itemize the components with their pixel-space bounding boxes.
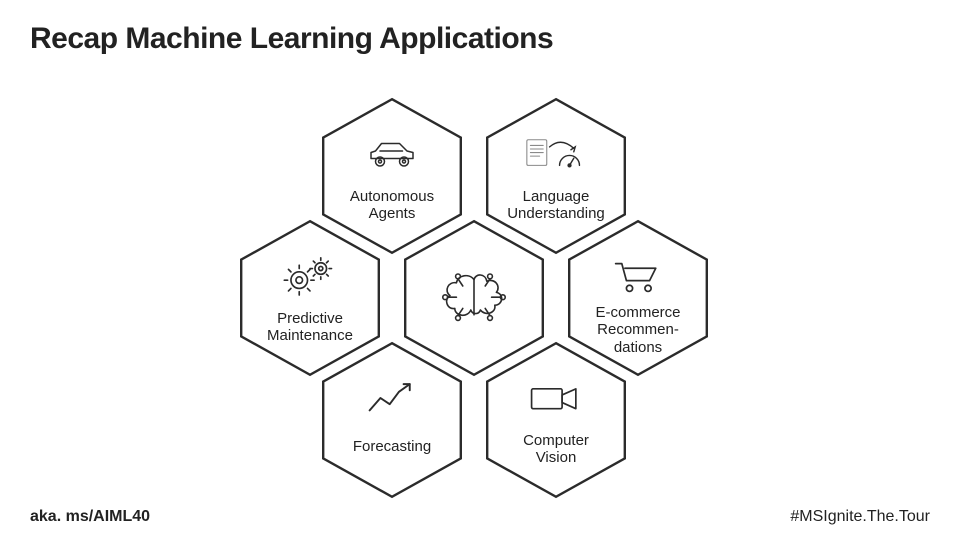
hex-label: ComputerVision	[476, 432, 636, 467]
video-camera-icon	[524, 374, 588, 422]
hex-grid: AutonomousAgents	[0, 0, 960, 540]
trend-up-icon	[360, 374, 424, 422]
hex-forecasting: Forecasting	[312, 340, 472, 500]
hex-label: Forecasting	[312, 438, 472, 455]
cart-icon	[606, 252, 670, 300]
gears-icon	[278, 252, 342, 300]
car-icon	[360, 130, 424, 178]
hex-computer-vision: ComputerVision	[476, 340, 636, 500]
speedometer-doc-icon	[524, 130, 588, 178]
brain-circuit-icon	[434, 268, 514, 328]
